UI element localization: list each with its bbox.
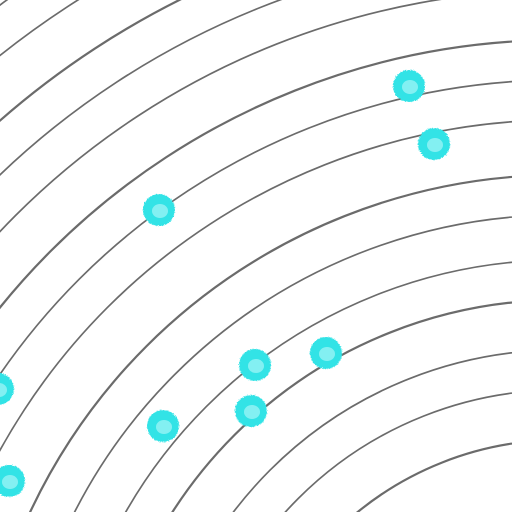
dot-highlight: [248, 359, 264, 373]
dot-highlight: [402, 80, 418, 94]
cyan-dot[interactable]: [0, 465, 25, 497]
dot-highlight: [427, 138, 443, 152]
dot-highlight: [0, 383, 7, 397]
dot-highlight: [319, 347, 335, 361]
ring-arc: [0, 120, 512, 453]
dot-highlight: [2, 475, 18, 489]
dot-body: [0, 373, 14, 405]
cyan-dot[interactable]: [143, 194, 175, 226]
ring-arc: [356, 442, 512, 512]
cyan-dot[interactable]: [147, 410, 179, 442]
ring-arc: [124, 261, 512, 512]
ring-arc: [232, 352, 512, 512]
cyan-dot[interactable]: [393, 70, 425, 102]
cyan-dot[interactable]: [418, 128, 450, 160]
dot-highlight: [152, 204, 168, 218]
cyan-dots[interactable]: [0, 70, 450, 497]
cyan-dot[interactable]: [0, 373, 14, 405]
cyan-dot[interactable]: [235, 395, 267, 427]
dot-highlight: [244, 405, 260, 419]
cyan-dot[interactable]: [239, 349, 271, 381]
cyan-dot[interactable]: [310, 337, 342, 369]
dot-highlight: [156, 420, 172, 434]
